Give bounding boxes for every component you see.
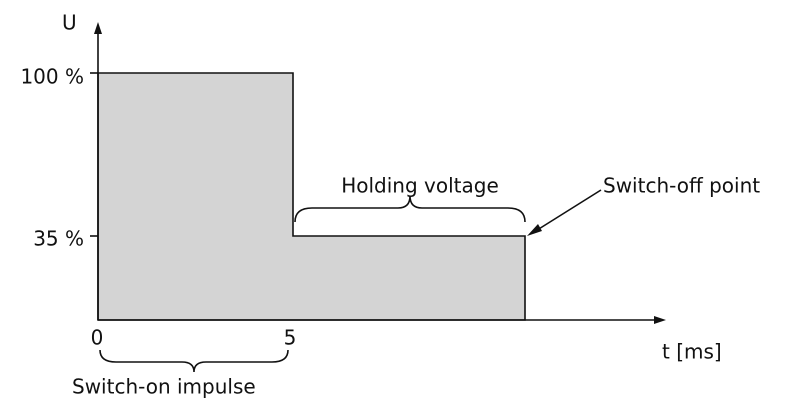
switch-off-label: Switch-off point [603, 174, 760, 198]
switch-on-label: Switch-on impulse [72, 375, 256, 399]
y-tick-label: 35 % [33, 227, 84, 251]
y-axis-label: U [62, 11, 77, 35]
x-tick-label: 0 [91, 326, 104, 350]
holding-label: Holding voltage [341, 174, 499, 198]
brace [99, 349, 289, 373]
brace [294, 195, 526, 223]
x-tick-label: 5 [284, 326, 297, 350]
x-axis-label: t [ms] [662, 340, 722, 364]
pointer [533, 189, 602, 233]
y-tick-label: 100 % [20, 65, 84, 89]
x-arrow [654, 316, 666, 324]
y-arrow [94, 22, 102, 34]
pointer-head [527, 224, 542, 236]
